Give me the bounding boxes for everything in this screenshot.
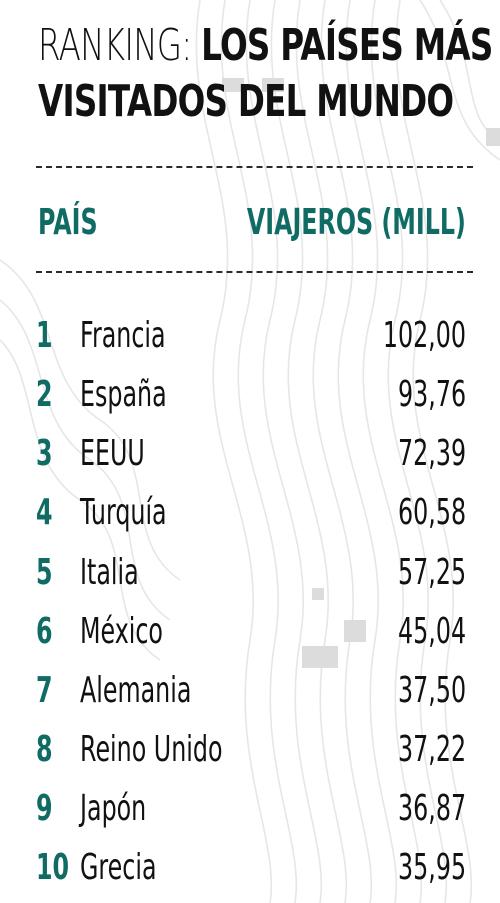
table-row: 2 España 93,76 [0,373,500,429]
table-row: 4 Turquía 60,58 [0,491,500,547]
travelers-value: 60,58 [397,492,466,533]
rank-number: 9 [36,788,53,829]
rank-number: 2 [36,374,53,415]
title-bold-1: LOS PAÍSES MÁS [201,20,493,71]
country-name: Alemania [80,670,192,711]
table-row: 6 México 45,04 [0,610,500,666]
travelers-value: 35,95 [397,847,466,888]
country-name: España [80,374,167,415]
rank-number: 3 [36,433,53,474]
rank-number: 1 [36,315,53,356]
travelers-value: 72,39 [397,433,466,474]
travelers-value: 57,25 [397,552,466,593]
column-header-travelers: VIAJEROS (MILL) [246,202,466,243]
table-row: 8 Reino Unido 37,22 [0,728,500,784]
rank-number: 4 [36,492,53,533]
country-name: Reino Unido [80,729,223,770]
title-ranking-label: RANKING: [38,20,192,71]
table-row: 5 Italia 57,25 [0,551,500,607]
table-row: 1 Francia 102,00 [0,314,500,370]
country-name: Italia [80,552,139,593]
rank-number: 5 [36,552,53,593]
table-row: 10 Grecia 35,95 [0,846,500,902]
title-line-2: VISITADOS DEL MUNDO [38,76,454,127]
country-name: México [80,611,163,652]
travelers-value: 36,87 [397,788,466,829]
country-name: Francia [80,315,166,356]
page-title: RANKING: LOS PAÍSES MÁS VISITADOS DEL MU… [38,18,493,130]
table-row: 3 EEUU 72,39 [0,432,500,488]
country-name: Turquía [80,492,167,533]
country-name: Grecia [80,847,157,888]
country-name: Japón [80,788,147,829]
travelers-value: 102,00 [382,315,466,356]
divider-bottom [36,271,473,273]
travelers-value: 37,22 [397,729,466,770]
country-name: EEUU [80,433,145,474]
divider-top [36,166,473,168]
title-line-1: RANKING: LOS PAÍSES MÁS [38,18,493,74]
travelers-value: 37,50 [397,670,466,711]
column-header-country: PAÍS [38,202,98,243]
rank-number: 6 [36,611,53,652]
rank-number: 8 [36,729,53,770]
table-row: 9 Japón 36,87 [0,787,500,843]
rank-number: 10 [36,847,70,888]
rank-number: 7 [36,670,53,711]
travelers-value: 93,76 [397,374,466,415]
table-row: 7 Alemania 37,50 [0,669,500,725]
travelers-value: 45,04 [397,611,466,652]
